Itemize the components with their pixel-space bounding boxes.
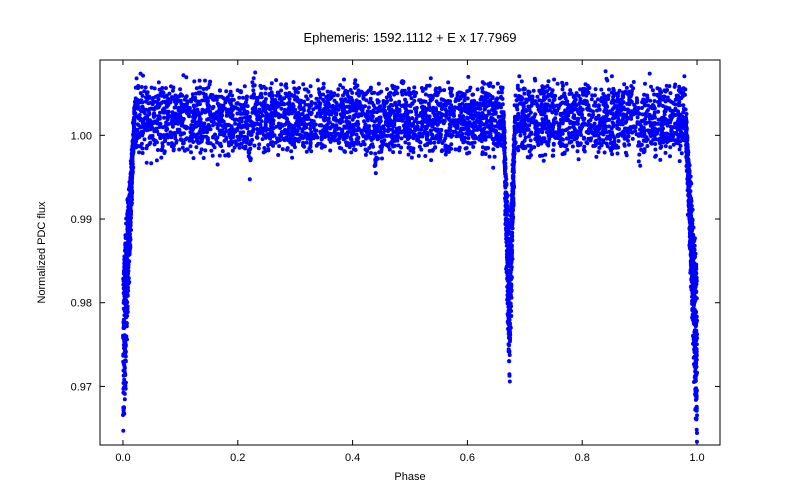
chart-svg: 0.0 0.2 0.4 0.6 0.8 1.0 0.97 0.98 0.99 1.00 Phase N…: [0, 0, 800, 500]
y-axis-label: Normalized PDC flux: [36, 201, 48, 304]
ytick-label: 0.99: [71, 214, 92, 226]
xtick-label: 0.8: [575, 452, 590, 464]
data-points: [121, 69, 699, 461]
xtick-label: 1.0: [689, 452, 704, 464]
phase-folded-lightcurve: 0.0 0.2 0.4 0.6 0.8 1.0 0.97 0.98 0.99 1.00 Phase N…: [0, 0, 800, 500]
x-axis-label: Phase: [394, 471, 425, 483]
xtick-label: 0.0: [115, 452, 130, 464]
ytick-label: 0.97: [71, 381, 92, 393]
xtick-label: 0.6: [460, 452, 475, 464]
xtick-label: 0.4: [345, 452, 360, 464]
ytick-label: 0.98: [71, 298, 92, 310]
chart-title: Ephemeris: 1592.1112 + E x 17.7969: [303, 30, 516, 45]
xtick-label: 0.2: [230, 452, 245, 464]
ytick-label: 1.00: [71, 130, 92, 142]
